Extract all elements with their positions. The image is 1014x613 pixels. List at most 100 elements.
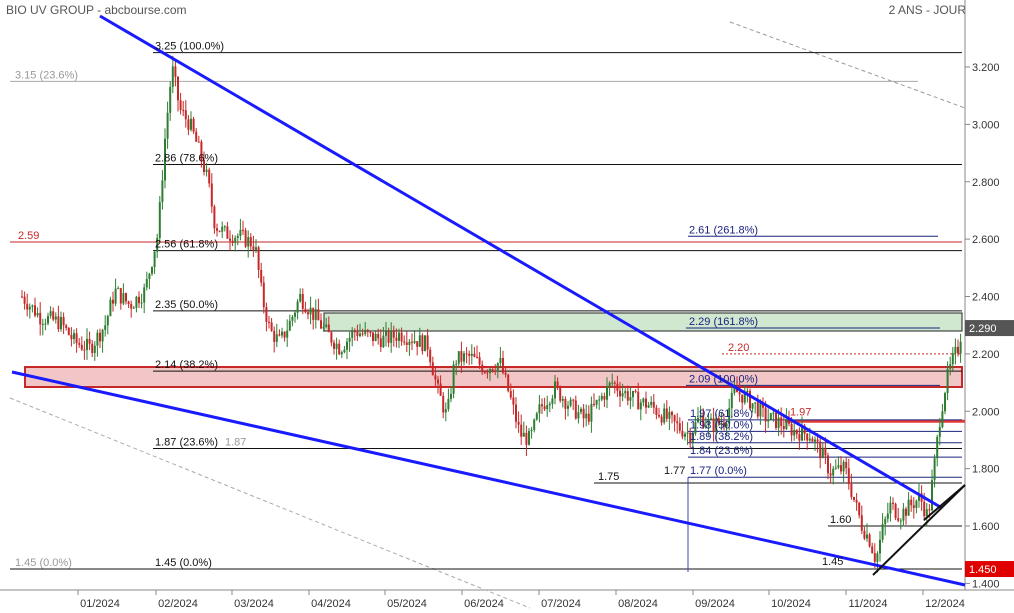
fib-short-label: 1.77 (0.0%) [690,465,747,477]
candle-body [96,332,99,346]
support-line-2 [923,484,966,521]
candle-body [158,202,161,238]
candle-body [509,391,512,398]
candle-body [283,331,286,338]
candle-body [827,455,829,474]
candle-body [21,296,23,298]
fib-short-label: 1.97 (61.8%) [690,408,753,420]
y-tick-label: 2.600 [972,234,1000,246]
candle-body [652,401,655,408]
x-tick-label: 07/2024 [541,598,581,610]
fib-label: 3.25 (100.0%) [155,41,224,53]
candle-body [691,433,694,443]
candle-body [195,131,198,142]
candle-body [928,509,931,511]
candle-body [255,247,257,250]
candle-body [457,351,460,364]
candle-body [210,183,213,207]
y-tick-label: 1.600 [972,521,1000,533]
candle-body [426,335,429,350]
candle-body [777,417,780,429]
candle-body [268,321,270,323]
fib-short-label: 1.89 (38.2%) [690,431,753,443]
candle-body [80,344,83,350]
candle-body [213,206,216,229]
candle-body [200,141,203,160]
x-tick-label: 06/2024 [464,598,504,610]
candle-body [868,534,871,547]
candle-body [481,364,484,373]
candle-body [626,391,629,401]
candle-body [554,381,556,399]
candle-body [416,341,419,347]
candle-body [647,405,650,408]
candle-body [931,480,933,511]
candle-body [936,436,939,459]
candle-body [499,358,502,364]
candle-body [710,418,712,420]
candle-body [138,296,140,304]
x-tick-label: 05/2024 [387,598,427,610]
candle-body [564,399,567,409]
candle-body [296,301,299,313]
candle-body [184,110,187,120]
candle-body [226,226,229,239]
fib-gray-label: 3.15 (23.6%) [15,69,78,81]
candle-body [317,309,320,321]
candle-body [619,390,621,397]
candle-body [561,399,564,401]
candle-body [182,109,185,111]
candle-body [247,237,250,247]
y-tick-label: 2.200 [972,349,1000,361]
candle-body [504,372,507,375]
candle-body [117,288,120,290]
y-tick-label: 1.400 [972,578,1000,590]
candle-body [717,418,720,424]
candle-body [119,288,122,304]
candle-body [567,405,569,409]
fib-ext-label: 2.61 (261.8%) [689,224,758,236]
candle-body [156,237,159,252]
candle-body [533,419,536,430]
candle-body [569,399,572,406]
x-tick-label: 02/2024 [158,598,198,610]
candle-body [600,395,603,400]
level-label-220: 2.20 [728,342,749,354]
candle-body [775,412,777,429]
candle-body [143,287,146,303]
candle-body [382,335,385,348]
candle-body [772,412,775,414]
candle-body [470,353,473,356]
candle-body [395,337,398,341]
candle-body [837,465,840,468]
candle-body [496,363,499,372]
fib-label: 2.14 (38.2%) [155,359,218,371]
candle-body [816,439,819,442]
candle-body [949,364,952,369]
candle-body [314,309,317,320]
candle-body [78,343,81,345]
candle-body [613,382,616,384]
candle-body [530,429,533,432]
candle-body [590,403,593,422]
candle-body [858,502,861,516]
candle-body [946,368,949,394]
fib-label: 1.45 (0.0%) [155,557,212,569]
candle-body [91,343,94,353]
candle-body [814,439,816,442]
candle-body [767,419,770,422]
candle-body [364,330,367,334]
candle-body [236,235,239,239]
candle-body [465,353,468,355]
candle-body [733,387,736,393]
candle-body [671,411,673,416]
candle-body [624,391,627,394]
candle-body [751,403,754,409]
candle-body [112,299,114,304]
y-tick-label: 3.200 [972,62,1000,74]
candle-body [556,381,559,387]
candle-body [260,269,263,283]
candle-body [109,299,112,317]
candle-body [525,432,528,445]
